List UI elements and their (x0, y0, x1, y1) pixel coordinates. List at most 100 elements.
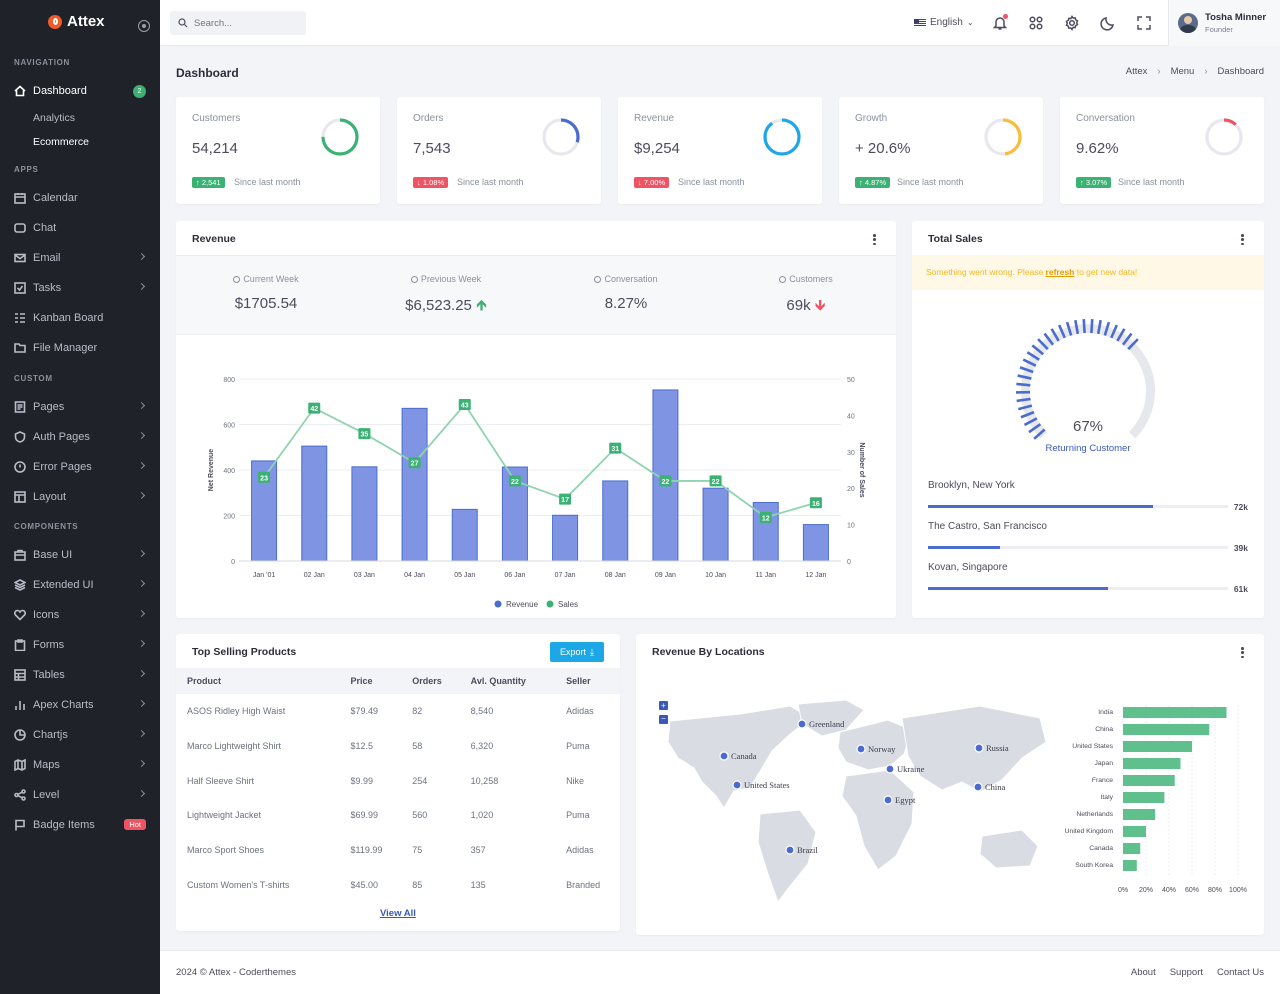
fullscreen-icon[interactable] (1136, 15, 1152, 31)
sidebar-item-maps[interactable]: Maps (14, 755, 146, 775)
user-menu[interactable]: Tosha Minner Founder (1168, 0, 1280, 46)
zoom-in-button[interactable]: + (659, 701, 668, 710)
sidebar-item-calendar[interactable]: Calendar (14, 188, 146, 208)
sidebar-item-level[interactable]: Level (14, 785, 146, 805)
breadcrumb-item[interactable]: Attex (1125, 66, 1148, 77)
column-header[interactable]: Seller (555, 668, 620, 694)
revenue-bar (401, 407, 428, 562)
table-cell: $9.99 (350, 775, 374, 786)
sidebar-item-icons[interactable]: Icons (14, 605, 146, 625)
table-row[interactable]: ASOS Ridley High Waist $79.49 82 8,540 Adida… (176, 694, 620, 729)
sidebar-item-kanban[interactable]: Kanban Board (14, 308, 146, 328)
chevron-right-icon (137, 491, 146, 500)
column-header[interactable]: Avl. Quantity (459, 668, 556, 694)
stat-ring-chart (542, 118, 580, 156)
moon-icon[interactable] (1100, 15, 1116, 31)
apps-grid-icon[interactable] (1028, 15, 1044, 31)
stat-value: 7,543 (413, 140, 451, 157)
table-row[interactable]: Half Sleeve Shirt $9.99 254 10,258 Nike (176, 763, 620, 798)
table-cell: Puma (566, 741, 590, 752)
search-input[interactable] (194, 17, 294, 29)
language-selector[interactable]: English ⌄ (914, 17, 974, 28)
sidebar-item-base-ui[interactable]: Base UI (14, 545, 146, 565)
sidebar-item-dashboard[interactable]: Dashboard 2 (14, 81, 146, 101)
settings-gear-icon[interactable] (1064, 15, 1080, 31)
breadcrumb-item[interactable]: Menu (1170, 66, 1195, 77)
stat-since: Since last month (1118, 177, 1185, 187)
gauge-tick (1057, 324, 1066, 339)
table-row[interactable]: Marco Sport Shoes $119.99 75 357 Adidas (176, 833, 620, 868)
footer-link-contact[interactable]: Contact Us (1217, 967, 1264, 978)
sidebar-item-error-pages[interactable]: Error Pages (14, 457, 146, 477)
y2-axis-title: Number of Sales (858, 442, 865, 497)
sidebar-toggle-icon[interactable] (138, 20, 150, 32)
table-cell: Lightweight Jacket (187, 810, 262, 821)
more-vertical-icon[interactable] (1241, 234, 1244, 245)
gauge-tick (1065, 321, 1073, 336)
table-cell: Marco Sport Shoes (187, 845, 265, 856)
sidebar-item-badge-items[interactable]: Badge Items Hot (14, 815, 146, 835)
total-sales-card: Total Sales Something went wrong. Please… (912, 221, 1264, 618)
search-box[interactable] (170, 11, 306, 35)
map-marker-label: United States (744, 780, 790, 790)
column-header[interactable]: Orders (401, 668, 460, 694)
sidebar-item-label: Extended UI (33, 579, 94, 591)
briefcase-icon (14, 549, 26, 561)
map-marker (974, 743, 984, 753)
sales-data-label: 23 (260, 475, 268, 482)
table-cell: Adidas (566, 845, 594, 856)
more-vertical-icon[interactable] (873, 234, 876, 245)
table-row[interactable]: Marco Lightweight Shirt $12.5 58 6,320 Puma (176, 729, 620, 764)
stat-card-3: Growth + 20.6% ↑ 4.87% Since last month (839, 97, 1043, 204)
sidebar-item-file-manager[interactable]: File Manager (14, 338, 146, 358)
revenue-bar (702, 487, 729, 562)
view-all-link[interactable]: View All (380, 908, 416, 919)
gauge-tick (1020, 410, 1035, 419)
column-header[interactable]: Product (176, 668, 340, 694)
sidebar-sub-ecommerce[interactable]: Ecommerce (33, 136, 90, 148)
bell-icon[interactable] (992, 14, 1008, 31)
table-row[interactable]: Lightweight Jacket $69.99 560 1,020 Puma (176, 798, 620, 833)
table-row[interactable]: Custom Women's T-shirts $45.00 85 135 Brande… (176, 867, 620, 902)
download-icon: ⤓ (590, 646, 594, 657)
legend-revenue-label: Revenue (506, 600, 539, 609)
card-title: Revenue By Locations (652, 646, 765, 658)
arrow-up-icon: ↑ (1080, 178, 1084, 187)
column-header[interactable]: Price (339, 668, 402, 694)
table-cell: 357 (470, 845, 486, 856)
sidebar-item-chartjs[interactable]: Chartjs (14, 725, 146, 745)
app-logo[interactable]: Attex (48, 13, 105, 30)
sidebar-item-forms[interactable]: Forms (14, 635, 146, 655)
footer-link-support[interactable]: Support (1169, 967, 1203, 978)
zoom-out-button[interactable]: − (659, 715, 668, 724)
sales-point (408, 457, 421, 469)
x-tick-label: 60% (1185, 887, 1199, 894)
ring-progress (763, 118, 801, 156)
sidebar-item-pages[interactable]: Pages (14, 397, 146, 417)
sidebar-item-extended-ui[interactable]: Extended UI (14, 575, 146, 595)
export-button[interactable]: Export ⤓ (550, 642, 604, 662)
gauge-tick (1090, 319, 1094, 334)
summary-customers: Customers 69k 🡻 (716, 256, 896, 320)
dashboard-badge: 2 (133, 85, 146, 98)
world-map: Greenland Canada United States NorwayUkrain… (667, 699, 1047, 904)
continent-south-america (757, 809, 817, 904)
sidebar-item-auth-pages[interactable]: Auth Pages (14, 427, 146, 447)
sidebar-item-chat[interactable]: Chat (14, 218, 146, 238)
sidebar-item-email[interactable]: Email (14, 248, 146, 268)
sidebar-item-layout[interactable]: Layout (14, 487, 146, 507)
y2-tick-label: 50 (847, 377, 855, 384)
map-marker (883, 795, 893, 805)
sidebar-item-tables[interactable]: Tables (14, 665, 146, 685)
gauge-tick (1018, 404, 1033, 411)
sidebar-item-apex-charts[interactable]: Apex Charts (14, 695, 146, 715)
table-cell: Adidas (566, 706, 594, 717)
footer-link-about[interactable]: About (1130, 967, 1156, 978)
more-vertical-icon[interactable] (1241, 647, 1244, 658)
sidebar-item-tasks[interactable]: Tasks (14, 278, 146, 298)
sidebar-sub-analytics[interactable]: Analytics (33, 112, 76, 124)
refresh-link[interactable]: refresh (1045, 267, 1075, 277)
stat-change-value: 3.07% (1085, 178, 1108, 187)
sidebar-item-label: Badge Items (33, 819, 95, 831)
map-icon (14, 759, 26, 771)
